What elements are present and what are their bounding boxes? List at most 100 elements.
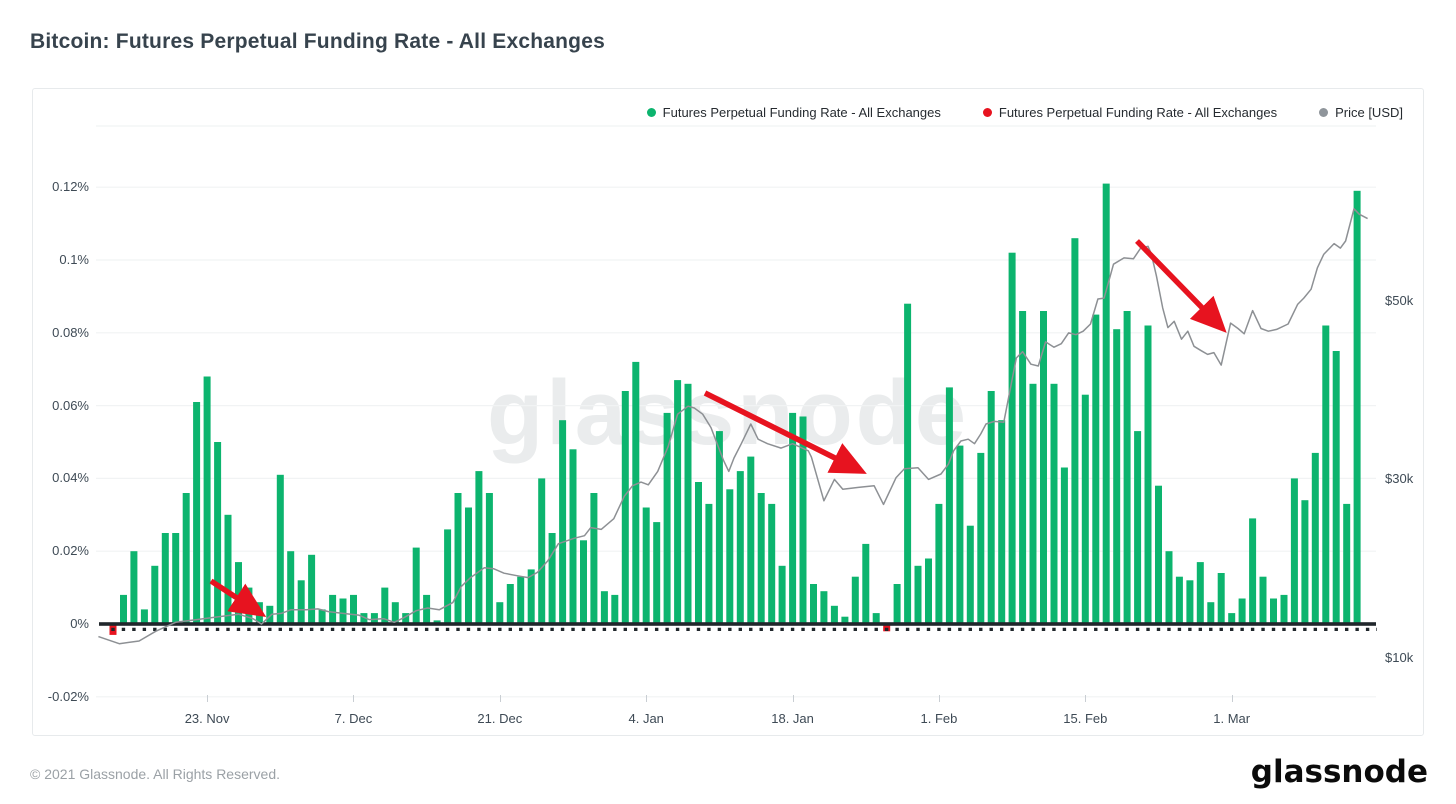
funding-rate-bar xyxy=(1071,238,1079,624)
funding-rate-bar xyxy=(496,602,504,624)
funding-rate-bar xyxy=(1311,452,1319,624)
funding-rate-bar xyxy=(1186,580,1194,624)
funding-rate-bar xyxy=(287,551,295,624)
funding-rate-bar xyxy=(799,416,807,624)
funding-rate-bar xyxy=(475,471,483,624)
y-axis-label-left: -0.02% xyxy=(47,688,89,704)
chart-panel: Futures Perpetual Funding Rate - All Exc… xyxy=(32,88,1424,736)
annotation-arrows xyxy=(209,239,1227,618)
funding-rate-bar xyxy=(883,624,891,632)
funding-rate-bar xyxy=(851,576,859,624)
funding-rate-bar xyxy=(517,576,525,624)
funding-rate-bar xyxy=(1175,576,1183,624)
x-axis-label: 1. Feb xyxy=(920,711,958,726)
funding-rate-bar xyxy=(224,514,232,624)
zero-baseline xyxy=(99,622,1376,626)
funding-rate-bar xyxy=(966,525,974,624)
y-axis-label-left: 0.06% xyxy=(52,397,89,413)
funding-rate-bar xyxy=(454,493,462,624)
funding-rate-bar xyxy=(810,584,817,624)
legend-item-funding-rate-negative[interactable]: Futures Perpetual Funding Rate - All Exc… xyxy=(982,105,1277,120)
x-axis-tick xyxy=(792,695,794,702)
funding-rate-chart[interactable] xyxy=(33,89,1423,735)
x-axis-label: 23. Nov xyxy=(184,711,230,726)
gridlines xyxy=(96,125,1376,698)
funding-rate-bar xyxy=(778,565,786,624)
funding-rate-bar xyxy=(1259,576,1267,624)
price-line xyxy=(98,208,1368,645)
funding-rate-bar xyxy=(329,594,337,624)
y-axis-label-right: $10k xyxy=(1385,650,1414,665)
funding-rate-bar xyxy=(1207,602,1215,624)
x-axis-tick xyxy=(646,695,648,702)
funding-rate-bar xyxy=(726,489,734,624)
funding-rate-bar xyxy=(1249,518,1257,624)
funding-rate-bar xyxy=(1019,311,1027,624)
funding-rate-bar xyxy=(203,376,211,624)
y-axis-label-right: $50k xyxy=(1385,292,1414,308)
funding-rate-bar xyxy=(1290,478,1298,624)
funding-rate-bar xyxy=(1092,314,1100,624)
funding-rate-bar xyxy=(674,380,682,624)
funding-rate-bar xyxy=(945,387,953,624)
x-axis-tick xyxy=(1231,695,1233,702)
funding-rate-bar xyxy=(527,569,535,624)
funding-rate-bar xyxy=(956,445,964,624)
y-axis-label-left: 0.02% xyxy=(52,543,89,559)
funding-rate-bar xyxy=(444,529,452,624)
x-axis-label: 18. Jan xyxy=(771,711,814,726)
funding-rate-bar xyxy=(506,584,514,624)
funding-rate-bar xyxy=(1081,394,1089,624)
y-axis-label-left: 0.08% xyxy=(52,324,89,340)
funding-rate-bar xyxy=(266,605,274,624)
funding-rate-bar xyxy=(642,507,650,624)
funding-rate-bar xyxy=(559,420,567,624)
funding-rate-bar xyxy=(1196,562,1204,624)
funding-rate-bar xyxy=(1155,485,1162,624)
funding-rate-bar xyxy=(1217,573,1225,624)
funding-rate-bar xyxy=(705,503,713,624)
funding-rate-bar xyxy=(569,449,577,624)
funding-rate-bar xyxy=(998,420,1006,624)
funding-rate-bar xyxy=(663,412,671,624)
annotation-arrow xyxy=(703,390,867,474)
funding-rate-bar xyxy=(736,471,744,624)
funding-rate-bar xyxy=(580,540,587,624)
legend-item-funding-rate-positive[interactable]: Futures Perpetual Funding Rate - All Exc… xyxy=(646,105,941,120)
funding-rate-bar xyxy=(872,613,880,624)
funding-rate-bar xyxy=(130,551,138,624)
funding-rate-bar xyxy=(465,507,472,624)
x-axis-tick xyxy=(207,695,209,702)
y-axis-label-left: 0% xyxy=(70,616,89,631)
y-axis-label-left: 0.1% xyxy=(59,252,89,267)
funding-rate-bar xyxy=(684,383,692,624)
funding-rate-bar xyxy=(423,594,431,624)
y-axis-label-left: 0.04% xyxy=(52,470,89,486)
funding-rate-bar xyxy=(391,602,399,624)
x-axis-tick xyxy=(1085,695,1087,702)
legend-item-price-usd[interactable]: Price [USD] xyxy=(1319,105,1403,120)
funding-rate-bar xyxy=(308,554,316,624)
funding-rate-bar xyxy=(757,493,765,624)
funding-rate-bar xyxy=(695,482,702,624)
funding-rate-bar xyxy=(276,474,284,624)
glassnode-watermark: glassnode xyxy=(486,362,970,464)
funding-rate-bar xyxy=(830,605,838,624)
funding-rate-bar xyxy=(297,580,305,624)
x-axis-label: 4. Jan xyxy=(628,711,664,726)
funding-rate-bar xyxy=(621,391,629,624)
funding-rate-bar xyxy=(935,503,943,624)
funding-rate-bar xyxy=(120,594,127,624)
funding-rate-bar xyxy=(600,591,608,624)
funding-rate-bar xyxy=(172,533,180,624)
funding-rate-bar xyxy=(747,456,755,624)
funding-rate-bar xyxy=(1280,594,1288,624)
funding-rate-bar xyxy=(1238,598,1246,624)
funding-rate-bar xyxy=(1123,311,1131,624)
funding-rate-bar xyxy=(768,503,776,624)
copyright-text: © 2021 Glassnode. All Rights Reserved. xyxy=(30,766,281,782)
funding-rate-bar xyxy=(977,452,985,624)
x-axis-label: 1. Mar xyxy=(1213,711,1251,726)
funding-rate-bar xyxy=(987,391,995,624)
annotation-arrow xyxy=(1135,239,1227,333)
